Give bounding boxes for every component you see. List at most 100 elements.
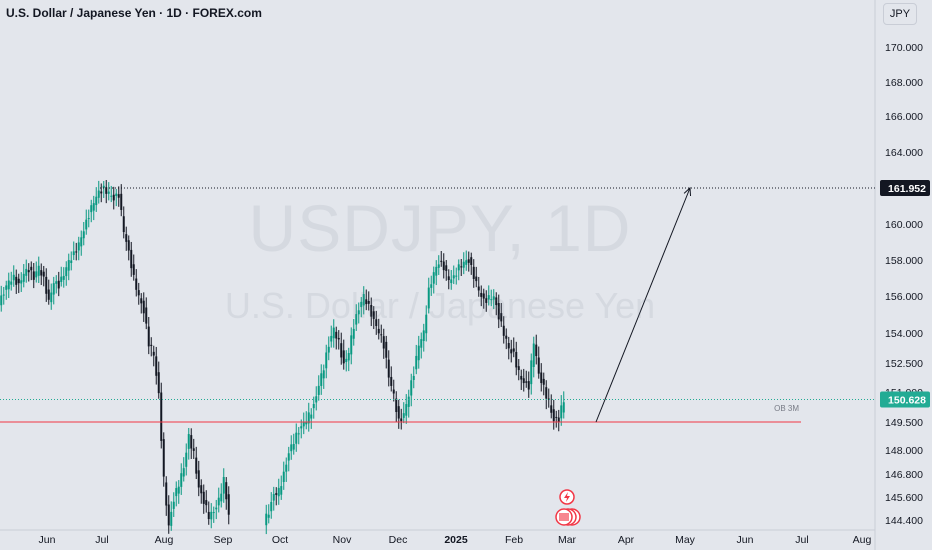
price-tick-label: 156.000: [885, 291, 923, 303]
candle-body: [270, 501, 273, 512]
candle-body: [67, 260, 70, 271]
candle-body: [117, 194, 120, 198]
candle-body: [527, 381, 530, 390]
price-tick-label: 146.800: [885, 469, 923, 481]
candle-body: [222, 476, 225, 494]
candle-body: [475, 276, 478, 282]
candle-body: [467, 259, 470, 263]
price-tick-label: 164.000: [885, 147, 923, 159]
time-tick-label: Aug: [853, 534, 872, 546]
candle-body: [540, 372, 543, 384]
candle-body: [402, 413, 405, 418]
candle-body: [195, 457, 198, 474]
candle-body: [165, 482, 168, 506]
candle-body: [342, 350, 345, 364]
candle-body: [432, 272, 435, 284]
event-icons[interactable]: [555, 489, 581, 526]
price-tick-label: 152.500: [885, 358, 923, 370]
candle-body: [282, 471, 285, 483]
candle-body: [305, 422, 308, 425]
candle-body: [287, 453, 290, 461]
candle-body: [557, 417, 560, 422]
candlestick-series: [0, 179, 565, 535]
candle-body: [75, 251, 78, 253]
candle-body: [560, 405, 563, 419]
candle-body: [457, 264, 460, 271]
candle-body: [72, 251, 75, 256]
candle-body: [32, 271, 35, 280]
candle-body: [135, 278, 138, 290]
candle-body: [105, 187, 108, 194]
candle-body: [392, 389, 395, 394]
candle-body: [152, 351, 155, 356]
time-tick-label: Mar: [558, 534, 577, 546]
candle-body: [87, 218, 90, 220]
candle-body: [57, 280, 60, 289]
flash-glyph-icon: [564, 492, 570, 502]
candle-body: [295, 432, 298, 444]
candle-body: [320, 373, 323, 386]
candle-body: [185, 452, 188, 467]
candle-body: [347, 353, 350, 361]
candle-body: [180, 473, 183, 487]
candle-body: [395, 398, 398, 413]
candle-body: [277, 487, 280, 497]
projection-arrow[interactable]: [595, 187, 691, 423]
candle-body: [292, 443, 295, 450]
candle-body: [437, 264, 440, 268]
time-axis[interactable]: Jun Jul Aug Sep Oct Nov Dec 2025 Feb Mar Apr May Jun…: [39, 534, 872, 546]
candle-body: [172, 501, 175, 509]
candle-body: [307, 412, 310, 424]
candle-body: [202, 491, 205, 504]
price-tick-label: 154.000: [885, 328, 923, 340]
candle-body: [427, 287, 430, 309]
candle-body: [17, 278, 20, 284]
candle-body: [332, 327, 335, 339]
price-axis[interactable]: 170.000 168.000 166.000 164.000 160.000 158.0…: [885, 42, 923, 527]
candle-body: [490, 299, 493, 301]
candle-body: [315, 396, 318, 403]
candle-body: [505, 335, 508, 339]
candle-body: [15, 276, 18, 285]
candle-body: [380, 334, 383, 336]
price-tick-label: 145.600: [885, 492, 923, 504]
candle-body: [130, 249, 133, 269]
price-tick-label: 144.400: [885, 515, 923, 527]
price-tick-label: 148.000: [885, 445, 923, 457]
time-tick-label: May: [675, 534, 696, 546]
candle-body: [325, 352, 328, 369]
candle-body: [25, 268, 28, 276]
candle-body: [445, 265, 448, 271]
candle-body: [497, 303, 500, 320]
candle-body: [552, 409, 555, 422]
time-tick-label: 2025: [444, 534, 468, 546]
candle-body: [227, 494, 230, 515]
candle-body: [485, 298, 488, 303]
candle-body: [27, 270, 30, 273]
time-tick-label: Jul: [95, 534, 108, 546]
candle-body: [535, 344, 538, 357]
candle-body: [187, 434, 190, 449]
candle-body: [477, 286, 480, 291]
candle-body: [425, 314, 428, 334]
candle-body: [525, 381, 528, 383]
candle-body: [197, 470, 200, 488]
axis-price-labels: 161.952 150.628: [880, 180, 930, 408]
candle-body: [2, 294, 5, 296]
candle-body: [162, 439, 165, 477]
candle-body: [192, 448, 195, 451]
candle-body: [55, 281, 58, 284]
candle-body: [337, 337, 340, 340]
resistance-price-badge: [880, 180, 930, 196]
candle-body: [132, 264, 135, 275]
candle-body: [435, 266, 438, 276]
candle-body: [212, 512, 215, 514]
candle-body: [530, 360, 533, 385]
candle-body: [22, 273, 25, 282]
currency-button[interactable]: JPY: [883, 3, 917, 25]
candle-body: [155, 356, 158, 376]
candle-body: [472, 266, 475, 279]
candle-body: [407, 396, 410, 407]
